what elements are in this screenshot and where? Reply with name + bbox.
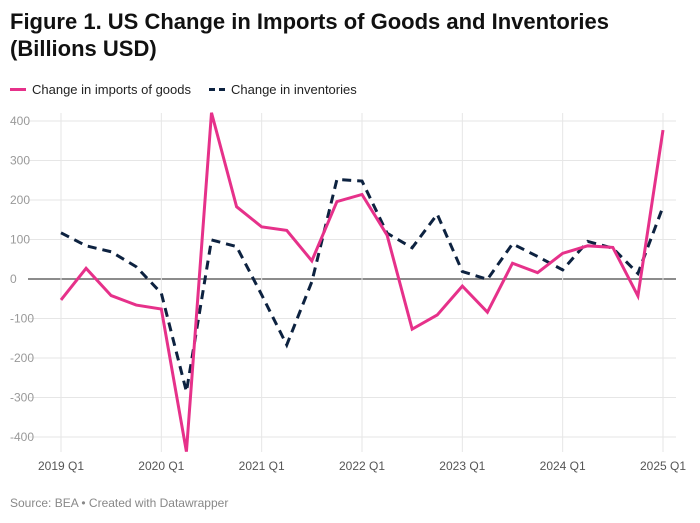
legend-swatch-imports — [10, 88, 26, 91]
legend-label-inventories: Change in inventories — [230, 82, 357, 97]
chart-title: Figure 1. US Change in Imports of Goods … — [10, 9, 609, 61]
legend-item-imports: Change in imports of goods — [10, 82, 191, 97]
y-tick-label: 0 — [10, 272, 17, 286]
y-tick-label: 400 — [10, 114, 30, 128]
y-tick-label: 300 — [10, 154, 30, 168]
x-tick-label: 2021 Q1 — [239, 459, 285, 473]
legend-swatch-inventories — [208, 88, 225, 91]
x-tick-label: 2025 Q1 — [640, 459, 686, 473]
y-tick-label: 200 — [10, 193, 30, 207]
x-tick-label: 2022 Q1 — [339, 459, 385, 473]
x-tick-label: 2019 Q1 — [38, 459, 84, 473]
legend-item-inventories: Change in inventories — [208, 82, 357, 97]
x-tick-label: 2023 Q1 — [439, 459, 485, 473]
y-tick-label: -200 — [10, 351, 34, 365]
y-tick-label: -300 — [10, 391, 34, 405]
y-tick-label: -400 — [10, 430, 34, 444]
legend: Change in imports of goods Change in inv… — [10, 82, 357, 97]
y-tick-label: -100 — [10, 312, 34, 326]
y-tick-label: 100 — [10, 233, 30, 247]
x-tick-label: 2020 Q1 — [138, 459, 184, 473]
source-note: Source: BEA • Created with Datawrapper — [10, 496, 229, 510]
x-tick-label: 2024 Q1 — [540, 459, 586, 473]
legend-label-imports: Change in imports of goods — [32, 82, 191, 97]
